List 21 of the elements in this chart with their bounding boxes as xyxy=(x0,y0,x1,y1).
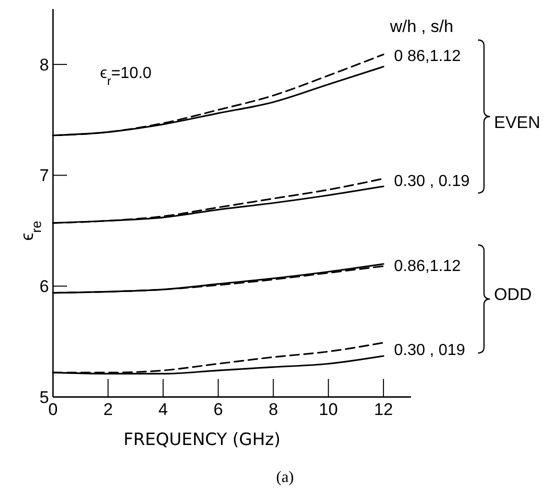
x-tick-label: 6 xyxy=(213,400,223,419)
x-tick-label: 2 xyxy=(103,400,113,419)
x-tick-label: 12 xyxy=(374,400,393,419)
text: (a) xyxy=(276,469,294,486)
annotation: w/h , s/h xyxy=(389,17,454,36)
text: EVEN xyxy=(494,113,540,132)
annotation: 0.86,1.12 xyxy=(394,258,461,275)
x-tick-label: 4 xyxy=(158,400,168,419)
y-tick-label: 7 xyxy=(40,166,49,186)
x-axis-title: FREQUENCY (GHz) xyxy=(123,430,281,450)
annotation: 0.30 , 019 xyxy=(394,342,466,359)
annotation: ϵ$_{r}$=10.0 xyxy=(100,65,152,88)
text: ODD xyxy=(494,285,532,304)
x-tick-label: 10 xyxy=(318,400,338,419)
annotation: 0.30 , 0.19 xyxy=(394,173,470,190)
y-tick-label: 8 xyxy=(40,55,49,74)
x-tick-label: 8 xyxy=(268,400,278,419)
y-tick-label: 5 xyxy=(40,388,49,407)
x-tick-label: 0 xyxy=(48,400,58,419)
annotation: 0 86,1.12 xyxy=(394,48,461,65)
y-tick-label: 6 xyxy=(40,277,49,296)
